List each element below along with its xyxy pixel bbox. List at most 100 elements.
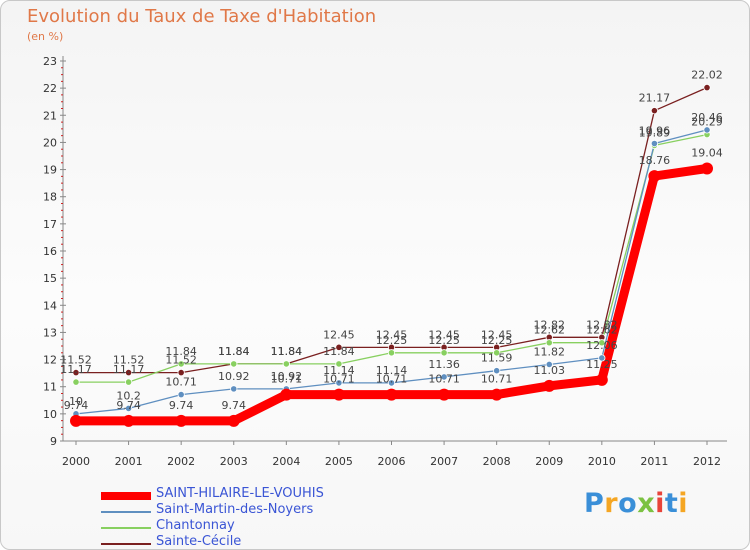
y-tick-label: 17 (43, 218, 57, 231)
legend-label: Chantonnay (156, 518, 235, 533)
data-point (385, 388, 398, 401)
data-point (545, 339, 553, 347)
data-point (335, 379, 343, 387)
y-tick-label: 13 (43, 326, 57, 339)
y-tick-label: 16 (43, 245, 57, 258)
legend-swatch (101, 492, 151, 500)
data-point (493, 367, 501, 375)
data-point (598, 354, 606, 362)
y-tick-label: 9 (50, 435, 57, 448)
data-label: 10.71 (323, 373, 355, 386)
data-label: 11.84 (271, 345, 303, 358)
legend-swatch (101, 511, 151, 513)
data-label: 12.62 (534, 324, 566, 337)
data-label: 12.25 (481, 334, 513, 347)
logo-letter: i (655, 488, 665, 519)
data-point (230, 385, 238, 393)
y-tick-label: 23 (43, 55, 57, 68)
data-point (124, 404, 133, 413)
x-tick-label: 2001 (115, 455, 143, 468)
data-point (650, 139, 659, 148)
y-tick-label: 12 (43, 354, 57, 367)
logo-letter: i (678, 488, 689, 519)
series-points (70, 84, 713, 427)
data-point (490, 388, 503, 401)
logo-letter: t (664, 488, 679, 519)
data-label: 12.45 (376, 328, 408, 341)
data-point (438, 388, 451, 401)
logo-letter: o (618, 488, 638, 519)
legend-swatch (101, 527, 151, 529)
data-label: 11.84 (271, 345, 303, 358)
data-label: 22.02 (691, 69, 723, 82)
data-point (387, 349, 396, 357)
data-label: 11.25 (586, 358, 618, 371)
data-label: 12.62 (586, 324, 618, 337)
data-label: 12.82 (534, 318, 566, 331)
legend-label: SAINT-HILAIRE-LE-VOUHIS (156, 486, 324, 501)
data-label: 12.82 (586, 318, 618, 331)
data-point (598, 339, 606, 347)
data-label: 11.84 (165, 345, 197, 358)
logo-letter: P (584, 488, 605, 519)
data-label: 9.74 (222, 399, 247, 412)
data-point (177, 390, 185, 399)
data-label: 10 (69, 395, 83, 408)
data-label: 19.04 (691, 146, 723, 159)
legend-label: Saint-Martin-des-Noyers (156, 502, 314, 517)
data-label: 11.36 (428, 358, 460, 371)
data-point (440, 349, 448, 357)
data-label: 11.52 (113, 354, 145, 367)
data-label: 12.25 (428, 334, 460, 347)
logo-letter: r (604, 488, 619, 519)
data-label: 10.92 (271, 370, 303, 383)
chart-title: Evolution du Taux de Taxe d'Habitation (27, 6, 377, 27)
x-tick-label: 2003 (220, 455, 248, 468)
data-point (230, 360, 238, 368)
data-label: 19.89 (639, 126, 671, 139)
data-point (650, 107, 659, 115)
data-label: 21.17 (639, 92, 671, 105)
x-tick-label: 2008 (483, 455, 511, 468)
data-label: 20.46 (691, 111, 723, 124)
data-label: 10.71 (165, 376, 197, 389)
data-label: 10.92 (218, 370, 250, 383)
x-tick-label: 2004 (272, 455, 300, 468)
data-label: 10.71 (428, 373, 460, 386)
x-tick-label: 2002 (167, 455, 195, 468)
data-label: 11.17 (113, 363, 145, 376)
data-point (440, 373, 448, 381)
data-label: 11.84 (218, 345, 250, 358)
data-point (72, 368, 80, 377)
data-label: 12.06 (586, 339, 618, 352)
x-tick-label: 2011 (640, 455, 668, 468)
data-point (545, 360, 553, 369)
data-label: 11.03 (534, 364, 566, 377)
data-point (175, 414, 188, 427)
data-point (282, 360, 290, 368)
x-tick-label: 2005 (325, 455, 353, 468)
data-point (387, 379, 396, 387)
x-tick-label: 2006 (378, 455, 406, 468)
data-point (493, 349, 501, 357)
data-label: 12.25 (376, 334, 408, 347)
y-tick-label: 15 (43, 272, 57, 285)
data-label: 19.96 (639, 125, 671, 138)
data-point (70, 414, 82, 427)
data-label: 11.84 (218, 345, 250, 358)
data-label: 10.2 (116, 389, 141, 402)
x-tick-label: 2007 (430, 455, 458, 468)
y-tick-label: 10 (43, 408, 57, 421)
data-point (335, 360, 343, 368)
data-label: 20.29 (691, 116, 723, 129)
data-label: 11.59 (481, 352, 513, 365)
data-point (648, 170, 661, 183)
data-label: 12.45 (428, 328, 460, 341)
data-label: 11.14 (376, 364, 408, 377)
x-tick-label: 2009 (535, 455, 563, 468)
y-tick-label: 21 (43, 109, 57, 122)
data-point (124, 378, 133, 386)
data-point (227, 414, 240, 427)
y-tick-label: 22 (43, 82, 57, 95)
